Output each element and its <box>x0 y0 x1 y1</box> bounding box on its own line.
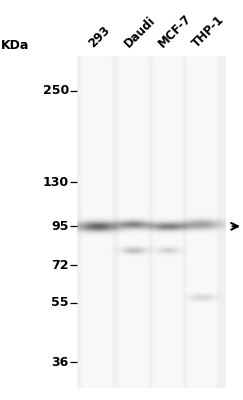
Text: 36: 36 <box>52 356 69 369</box>
Text: MCF-7: MCF-7 <box>156 12 194 50</box>
Text: 250: 250 <box>43 84 69 97</box>
Text: THP-1: THP-1 <box>190 13 227 50</box>
Text: 55: 55 <box>51 296 69 310</box>
Text: KDa: KDa <box>1 39 30 52</box>
Text: 130: 130 <box>43 176 69 189</box>
Text: 293: 293 <box>86 24 112 50</box>
Text: Daudi: Daudi <box>122 14 158 50</box>
Text: 72: 72 <box>51 259 69 272</box>
Text: 95: 95 <box>51 220 69 233</box>
